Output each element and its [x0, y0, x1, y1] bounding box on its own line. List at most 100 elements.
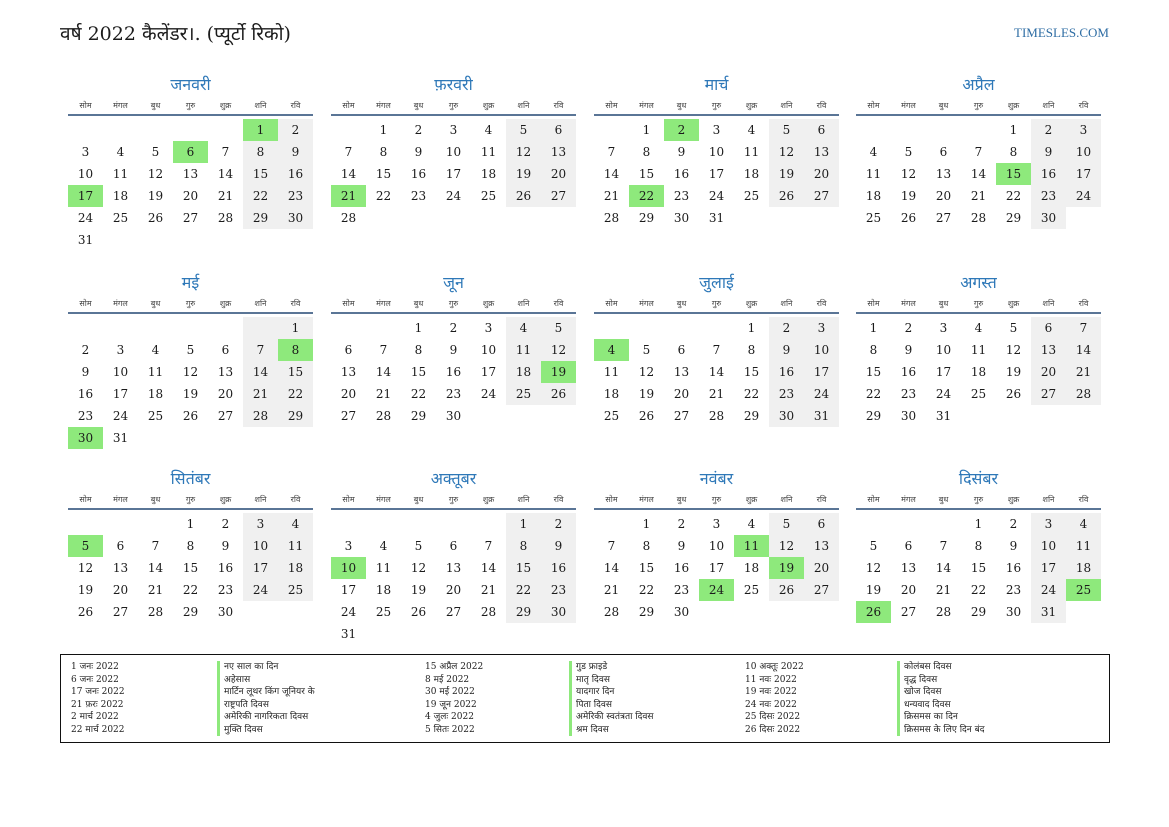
legend-holiday-name: यादगार दिन — [569, 686, 654, 699]
day-cell: 19 — [506, 163, 541, 185]
day-cell: 18 — [743, 561, 760, 575]
day-grid: 1 2 3 4 5 6 7 8 9 10 11 12 13 14 15 16 17 18 19 20 21 22 23 24 2… — [856, 513, 1101, 623]
empty-cell — [278, 601, 313, 623]
weekday-label: गुरु — [711, 299, 722, 308]
legend-date: 6 जनः 2022 — [71, 674, 119, 685]
day-cell: 5 — [186, 343, 195, 357]
empty-cell — [699, 601, 734, 623]
empty-cell — [891, 119, 926, 141]
day-cell: 18 — [603, 387, 620, 401]
empty-cell — [594, 119, 629, 141]
empty-cell — [471, 207, 506, 229]
empty-cell — [173, 119, 208, 141]
day-cell: 19 — [182, 387, 199, 401]
day-cell: 23 — [673, 189, 690, 203]
day-cell: 7 — [1066, 317, 1101, 339]
day-grid: 1 2 3 4 5 6 7 8 9 10 11 12 13 14 15 16 17 18 19 20 21 22 23 24 2… — [68, 119, 313, 251]
day-cell: 12 — [865, 561, 882, 575]
day-cell: 29 — [743, 409, 760, 423]
day-cell: 22 — [1005, 189, 1022, 203]
month-name: सितंबर — [170, 469, 211, 488]
legend-date: 19 जून 2022 — [425, 699, 477, 710]
day-cell: 6 — [344, 343, 353, 357]
day-cell: 23 — [217, 583, 234, 597]
weekday-label: बुध — [938, 101, 949, 110]
day-cell: 21 — [708, 387, 725, 401]
legend-dates: 15 अप्रैल 2022 8 मई 2022 30 मई 2022 19 जून … — [425, 661, 483, 736]
day-cell: 11 — [603, 365, 620, 379]
weekday-label: शनि — [517, 299, 530, 308]
weekday-label: शनि — [1042, 101, 1055, 110]
day-cell: 27 — [217, 409, 234, 423]
day-cell: 5 — [642, 343, 651, 357]
empty-cell — [103, 513, 138, 535]
day-cell: 9 — [221, 539, 230, 553]
day-grid: 1 2 3 4 5 6 7 8 9 10 11 12 13 14 15 16 17 18 19 20 21 22 23 24 2… — [331, 317, 576, 427]
holiday-legend: 1 जनः 2022 6 जनः 2022 17 जनः 2022 21 फ़रः 2… — [60, 654, 1110, 743]
day-cell: 16 — [445, 365, 462, 379]
day-cell: 13 — [804, 141, 839, 163]
day-cell: 24 — [480, 387, 497, 401]
day-cell: 9 — [769, 339, 804, 361]
day-cell: 24 — [340, 605, 357, 619]
weekday-label: रवि — [553, 101, 564, 110]
day-cell: 31 — [340, 627, 357, 641]
day-cell: 1 — [186, 517, 195, 531]
weekday-label: गुरु — [711, 101, 722, 110]
empty-cell — [401, 207, 436, 229]
day-cell: 25 — [375, 605, 392, 619]
legend-holiday-name: धन्यवाद दिवस — [897, 698, 985, 711]
empty-cell — [138, 427, 173, 449]
day-cell: 18 — [506, 361, 541, 383]
day-cell: 10 — [708, 539, 725, 553]
day-cell: 18 — [743, 167, 760, 181]
day-cell: 10 — [243, 535, 278, 557]
day-cell: 3 — [712, 123, 721, 137]
legend-holiday-name: कोलंबस दिवस — [897, 661, 985, 674]
legend-date: 22 मार्च 2022 — [71, 724, 125, 735]
day-cell: 4 — [974, 321, 983, 335]
day-cell: 4 — [1066, 513, 1101, 535]
weekday-label: शनि — [780, 299, 793, 308]
day-cell: 11 — [1066, 535, 1101, 557]
day-cell: 29 — [638, 605, 655, 619]
weekday-label: मंगल — [639, 495, 654, 504]
day-cell: 30 — [217, 605, 234, 619]
month-block: जनवरी सोम मंगल बुध गुरु शुक्र शनि रवि 1 2 3 4 5 6 7 8 9 1… — [68, 72, 313, 251]
day-grid: 1 2 3 4 5 6 7 8 9 10 11 12 13 14 15 16 17 18 19 20 21 22 23 24 2… — [856, 317, 1101, 427]
day-cell: 3 — [1031, 513, 1066, 535]
day-cell: 30 — [445, 409, 462, 423]
day-cell: 6 — [221, 343, 230, 357]
month-name: जून — [443, 273, 464, 292]
day-cell: 26 — [638, 409, 655, 423]
day-cell: 1 — [243, 119, 278, 141]
empty-cell — [366, 513, 401, 535]
legend-dates: 10 अक्तूः 2022 11 नवः 2022 19 नवः 2022 24 न… — [745, 661, 804, 736]
day-cell: 9 — [541, 535, 576, 557]
day-cell: 9 — [1009, 539, 1018, 553]
weekday-label: शुक्र — [482, 101, 495, 110]
day-cell: 2 — [1009, 517, 1018, 531]
legend-holiday-name: अहेसास — [217, 673, 315, 686]
day-cell: 15 — [865, 365, 882, 379]
day-cell: 13 — [804, 535, 839, 557]
day-cell: 22 — [278, 383, 313, 405]
legend-holiday-name: नए साल का दिन — [217, 661, 315, 674]
day-cell: 23 — [445, 387, 462, 401]
weekday-label: शुक्र — [745, 495, 758, 504]
day-cell: 27 — [541, 185, 576, 207]
day-cell: 15 — [638, 167, 655, 181]
empty-cell — [208, 229, 243, 251]
site-link[interactable]: TIMESLES.COM — [1014, 25, 1109, 40]
day-cell: 8 — [974, 539, 983, 553]
day-cell: 11 — [147, 365, 164, 379]
empty-cell — [68, 513, 103, 535]
weekday-label: शुक्र — [1007, 495, 1020, 504]
empty-cell — [103, 229, 138, 251]
day-cell: 20 — [1031, 361, 1066, 383]
day-cell: 28 — [147, 605, 164, 619]
day-cell: 10 — [1031, 535, 1066, 557]
day-cell: 28 — [603, 211, 620, 225]
page-title: वर्ष 2022 कैलेंडर।. (प्यूर्टो रिको) — [60, 23, 291, 45]
legend-holiday-name: अमेरिकी स्वतंत्रता दिवस — [569, 711, 654, 724]
